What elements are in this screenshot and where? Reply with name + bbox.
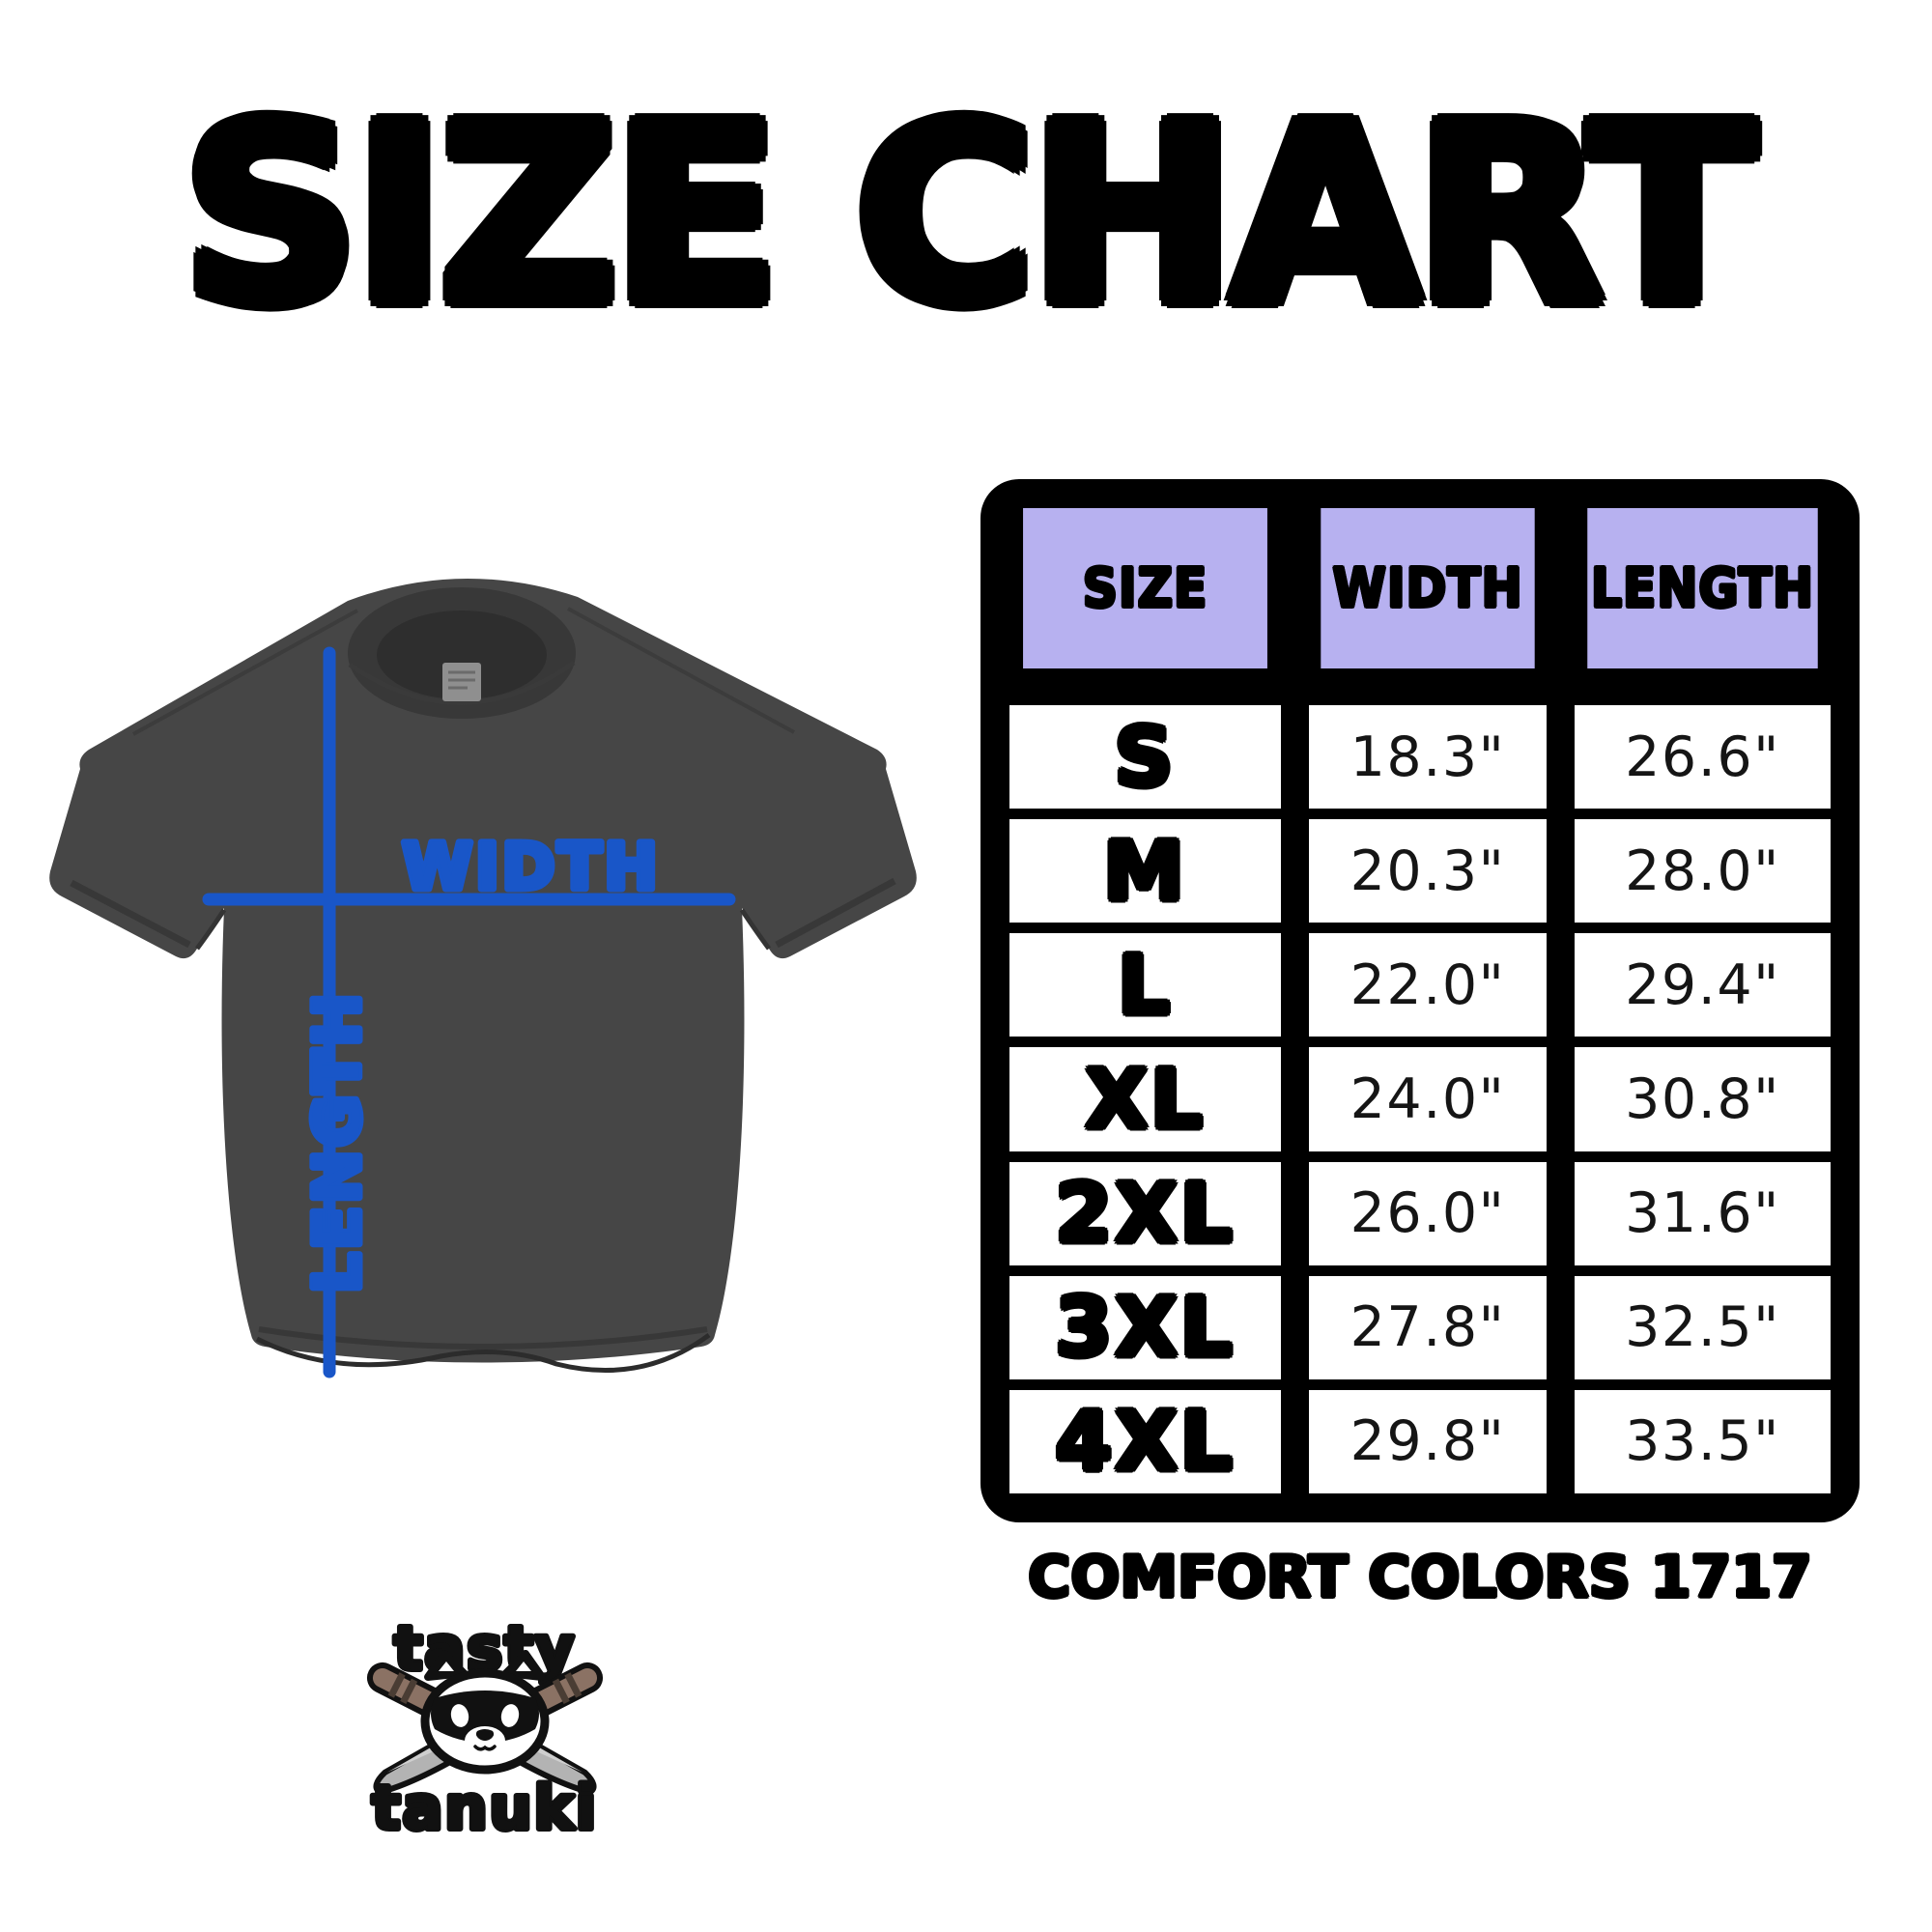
- table-row-size: 3XL: [1009, 1275, 1281, 1379]
- table-row-width: 26.0": [1309, 1161, 1547, 1265]
- table-row-width: 18.3": [1309, 705, 1547, 810]
- measurement-overlay: WIDTH LENGTH: [202, 646, 736, 1378]
- table-row-size: M: [1009, 819, 1281, 923]
- table-row-length: 26.6": [1575, 705, 1831, 810]
- column-header-size: SIZE: [1023, 508, 1267, 668]
- collar-tag: [442, 663, 481, 701]
- logo-line2-text: tanuki: [372, 1773, 598, 1843]
- page-title: SIZE CHART: [182, 72, 1755, 359]
- table-row-width: 20.3": [1309, 819, 1547, 923]
- width-label: WIDTH: [402, 830, 660, 904]
- table-row-size: 2XL: [1009, 1161, 1281, 1265]
- table-row-width: 24.0": [1309, 1047, 1547, 1151]
- table-row-size: 4XL: [1009, 1389, 1281, 1493]
- brand-logo: tasty: [366, 1610, 604, 1846]
- column-header-length: LENGTH: [1587, 508, 1818, 668]
- tshirt-image: [49, 578, 917, 1374]
- table-row-length: 30.8": [1575, 1047, 1831, 1151]
- size-table: SIZE WIDTH LENGTH S 18.3" 26.6" M 20.3" …: [980, 479, 1860, 1522]
- length-label: LENGTH: [300, 990, 375, 1293]
- table-row-length: 31.6": [1575, 1161, 1831, 1265]
- table-row-width: 22.0": [1309, 933, 1547, 1037]
- table-row-size: L: [1009, 933, 1281, 1037]
- table-row-width: 29.8": [1309, 1389, 1547, 1493]
- table-row-length: 28.0": [1575, 819, 1831, 923]
- table-row-width: 27.8": [1309, 1275, 1547, 1379]
- table-row-length: 32.5": [1575, 1275, 1831, 1379]
- header-divider: [1009, 679, 1831, 695]
- column-header-width: WIDTH: [1321, 508, 1535, 668]
- table-caption: COMFORT COLORS 1717: [1028, 1544, 1812, 1611]
- tanuki-face-icon: [420, 1650, 550, 1775]
- table-row-length: 33.5": [1575, 1389, 1831, 1493]
- table-row-length: 29.4": [1575, 933, 1831, 1037]
- table-row-size: XL: [1009, 1047, 1281, 1151]
- logo-line1-text: tasty: [394, 1613, 576, 1684]
- table-row-size: S: [1009, 705, 1281, 810]
- tshirt-diagram: WIDTH LENGTH: [49, 578, 917, 1378]
